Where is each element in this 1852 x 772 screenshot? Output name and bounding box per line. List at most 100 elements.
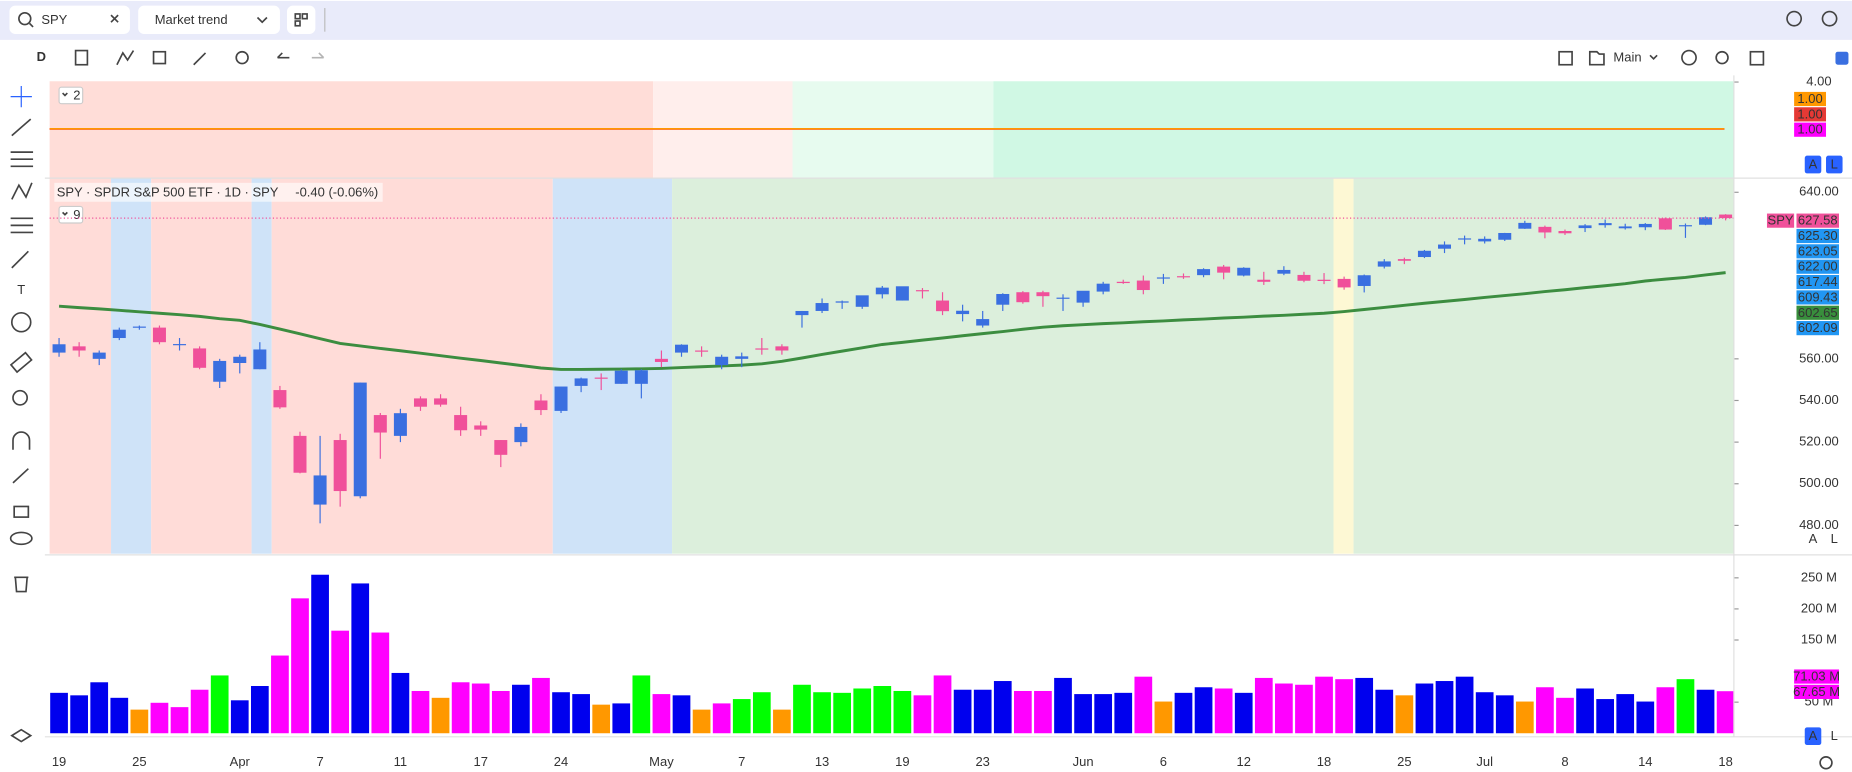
- y-tick-label: 4.00: [1806, 73, 1831, 88]
- layout-select[interactable]: [138, 5, 280, 35]
- symbol-text: SPY: [41, 12, 67, 27]
- refresh-button[interactable]: [235, 50, 249, 65]
- y-tick-label: 480.00: [1799, 517, 1839, 532]
- panel-toggle[interactable]: [1835, 51, 1849, 65]
- indicator-button[interactable]: [116, 50, 135, 66]
- candle-body: [1478, 238, 1492, 242]
- x-tick-label: May: [649, 754, 674, 769]
- auto-scale-button[interactable]: [1804, 727, 1822, 746]
- y-tick-label: 200 M: [1801, 600, 1837, 615]
- candle-body: [1337, 278, 1351, 288]
- volume-bar: [1254, 677, 1273, 734]
- volume-bar: [953, 689, 972, 734]
- candle-body: [1257, 279, 1271, 282]
- lock-tool[interactable]: [13, 505, 30, 518]
- crosshair-tool[interactable]: [10, 85, 32, 108]
- candle-body: [715, 356, 729, 366]
- templates-button[interactable]: [152, 50, 167, 65]
- pattern-tool[interactable]: [11, 182, 33, 200]
- projection-tool[interactable]: [10, 217, 34, 234]
- undo-button[interactable]: [276, 52, 290, 59]
- log-scale-button[interactable]: L: [1831, 531, 1838, 546]
- x-tick-label: 6: [1160, 754, 1167, 769]
- emoji-tool[interactable]: [10, 311, 32, 333]
- hide-tool[interactable]: [9, 531, 33, 546]
- volume-bar: [813, 692, 831, 734]
- draw-button[interactable]: [193, 52, 207, 66]
- candle-body: [574, 378, 588, 386]
- volume-bar: [1636, 701, 1655, 734]
- text-tool[interactable]: T: [17, 282, 25, 297]
- volume-badge: [1794, 669, 1840, 684]
- auto-scale-button[interactable]: A: [1809, 531, 1818, 546]
- candle-body: [1076, 290, 1090, 303]
- brush-tool[interactable]: [11, 250, 29, 269]
- log-scale-button[interactable]: L: [1831, 728, 1838, 743]
- price-badge-label: 602.09: [1798, 320, 1838, 335]
- delete-tool[interactable]: [14, 576, 29, 593]
- layout-button[interactable]: [1558, 50, 1573, 66]
- trendline-tool[interactable]: [11, 118, 32, 137]
- y-tick-label: 540.00: [1799, 392, 1839, 407]
- pane-counter[interactable]: [58, 86, 84, 105]
- fullscreen-button[interactable]: [1749, 50, 1765, 66]
- template-select[interactable]: Main: [1613, 50, 1641, 65]
- measure-tool[interactable]: [9, 351, 33, 374]
- volume-bar: [793, 684, 811, 734]
- y-tick-label: 500.00: [1799, 475, 1839, 490]
- magnet-tool[interactable]: [12, 431, 31, 450]
- volume-bar: [1295, 684, 1313, 734]
- share-button[interactable]: [1786, 10, 1803, 27]
- auto-scale-button[interactable]: [1804, 155, 1822, 174]
- volume-bar: [913, 695, 932, 734]
- axis-settings[interactable]: [1819, 756, 1833, 770]
- symbol-search[interactable]: [9, 5, 130, 35]
- candle-body: [1197, 269, 1211, 276]
- candle-body: [393, 413, 407, 436]
- volume-bar: [692, 709, 711, 734]
- volume-bar: [90, 682, 109, 734]
- pane-counter[interactable]: [58, 205, 84, 224]
- candle-body: [695, 350, 709, 352]
- volume-bar: [1315, 676, 1333, 734]
- compare-button[interactable]: [1681, 49, 1697, 66]
- grid-button[interactable]: [287, 5, 316, 35]
- candle-body: [1458, 238, 1472, 240]
- clear-icon[interactable]: [110, 14, 119, 23]
- volume-bar: [1154, 701, 1173, 734]
- stay-drawing-tool[interactable]: [12, 468, 29, 484]
- volume-bar: [873, 686, 892, 734]
- x-tick-label: 11: [394, 754, 407, 769]
- log-scale-button[interactable]: [1826, 155, 1843, 174]
- alerts-button[interactable]: [1821, 10, 1838, 27]
- object-tree[interactable]: [10, 728, 33, 743]
- collapse-icon: [62, 211, 68, 216]
- settings-button[interactable]: [1715, 50, 1729, 65]
- candle-body: [755, 348, 769, 350]
- candle-type-button[interactable]: [74, 49, 89, 66]
- price-badge-label: 623.05: [1798, 243, 1838, 258]
- zoom-tool[interactable]: [12, 389, 28, 406]
- candle-body: [1277, 269, 1291, 274]
- y-tick-label: 520.00: [1799, 434, 1839, 449]
- legend-bg: [54, 182, 383, 202]
- volume-bar: [50, 692, 68, 734]
- volume-bar: [652, 694, 671, 734]
- volume-bar: [1174, 692, 1193, 734]
- fib-tool[interactable]: [10, 151, 34, 168]
- zone: [672, 178, 1334, 554]
- toolbar: [0, 39, 1852, 76]
- pane-count: 9: [73, 207, 80, 222]
- volume-bar: [893, 690, 912, 734]
- zone: [552, 178, 673, 554]
- interval-button[interactable]: D: [37, 49, 46, 64]
- candle-body: [654, 358, 668, 362]
- price-badge-label: 627.58: [1798, 213, 1838, 228]
- candle-body: [956, 310, 970, 315]
- candle-body: [1518, 222, 1532, 229]
- volume-bar: [1536, 687, 1554, 734]
- x-tick-label: 14: [1638, 754, 1652, 769]
- candle-body: [1056, 297, 1070, 299]
- volume-bar: [1515, 701, 1534, 734]
- redo-button[interactable]: [311, 52, 325, 59]
